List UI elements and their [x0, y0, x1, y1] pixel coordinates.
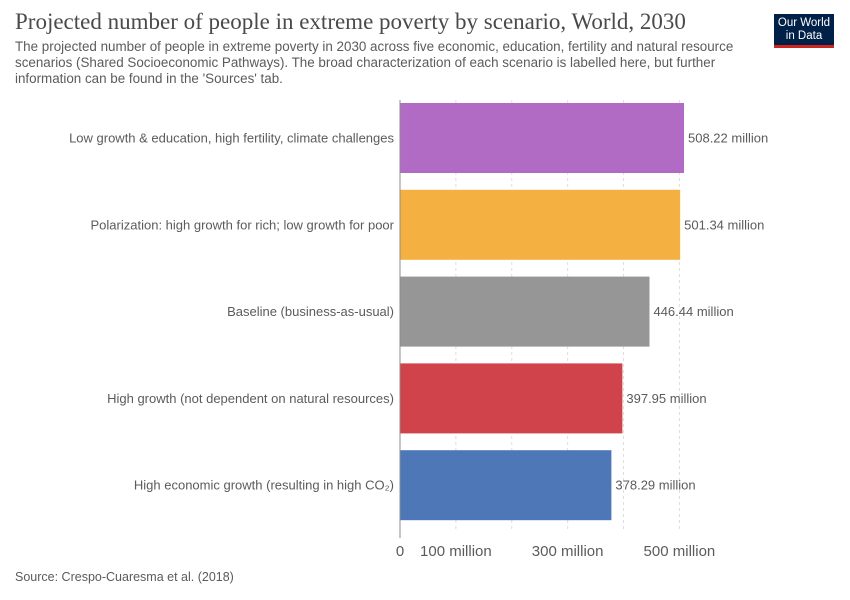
bar[interactable]: [400, 450, 612, 521]
value-label: 508.22 million: [688, 131, 768, 146]
chart-title: Projected number of people in extreme po…: [15, 9, 686, 34]
x-tick-label: 500 million: [644, 543, 716, 560]
category-label: High growth (not dependent on natural re…: [107, 391, 394, 406]
value-label: 501.34 million: [684, 217, 764, 232]
logo-line-1: Our World: [777, 17, 831, 29]
x-tick-label: 0: [396, 543, 404, 560]
source-note: Source: Crespo-Cuaresma et al. (2018): [15, 570, 234, 584]
owid-logo[interactable]: Our World in Data: [774, 14, 834, 48]
category-label: Polarization: high growth for rich; low …: [91, 217, 395, 232]
value-label: 446.44 million: [653, 304, 733, 319]
value-label: 397.95 million: [626, 391, 706, 406]
bar[interactable]: [400, 363, 623, 434]
x-axis: 0 100 million 300 million 500 million: [396, 100, 715, 560]
logo-line-2: in Data: [785, 30, 823, 42]
bars: Low growth & education, high fertility, …: [69, 103, 768, 521]
value-label: 378.29 million: [615, 478, 695, 493]
chart-subtitle: The projected number of people in extrem…: [15, 39, 734, 86]
bar[interactable]: [400, 276, 650, 347]
bar[interactable]: [400, 189, 681, 260]
bar[interactable]: [400, 103, 684, 173]
category-label: High economic growth (resulting in high …: [134, 478, 394, 493]
x-tick-label: 300 million: [532, 543, 604, 560]
x-tick-label: 100 million: [420, 543, 492, 560]
category-label: Baseline (business-as-usual): [227, 304, 394, 319]
category-label: Low growth & education, high fertility, …: [69, 131, 394, 146]
